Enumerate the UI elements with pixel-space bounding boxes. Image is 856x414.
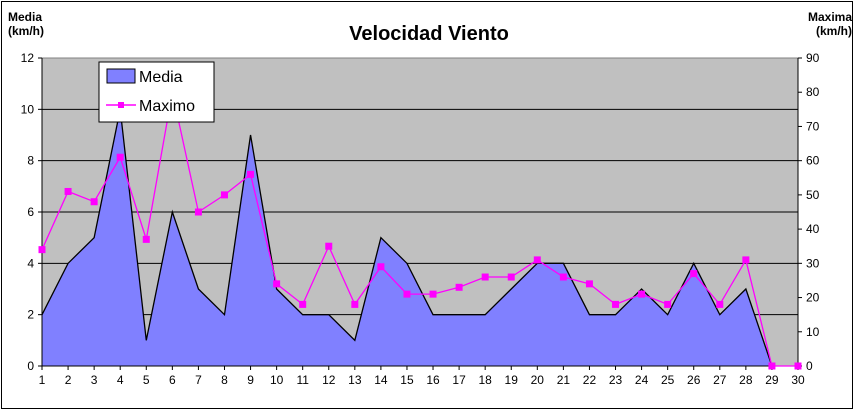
right-tick-label: 70 (806, 119, 820, 133)
left-tick-label: 0 (27, 359, 34, 373)
x-tick-label: 2 (65, 373, 72, 387)
maximo-point (194, 208, 202, 216)
legend: Media Maximo (98, 61, 215, 123)
legend-label-media: Media (139, 69, 183, 86)
right-tick-label: 20 (806, 291, 820, 305)
x-tick-label: 20 (531, 373, 545, 387)
x-tick-label: 27 (713, 373, 727, 387)
x-tick-label: 24 (635, 373, 649, 387)
chart-title: Velocidad Viento (349, 23, 509, 45)
left-tick-label: 2 (27, 308, 34, 322)
left-axis-label-line1: Media (8, 10, 42, 24)
x-tick-label: 8 (221, 373, 228, 387)
right-tick-label: 0 (806, 359, 813, 373)
maximo-point (455, 283, 463, 291)
right-axis-label-line2: (km/h) (816, 24, 852, 38)
x-tick-label: 7 (195, 373, 202, 387)
maximo-point (325, 242, 333, 250)
x-tick-label: 15 (400, 373, 414, 387)
x-tick-label: 28 (739, 373, 753, 387)
x-tick-label: 30 (791, 373, 805, 387)
x-tick-label: 21 (557, 373, 571, 387)
x-tick-label: 9 (247, 373, 254, 387)
maximo-point (38, 246, 46, 254)
maximo-point (507, 273, 515, 281)
maximo-point (794, 362, 802, 370)
left-tick-label: 4 (27, 256, 34, 270)
maximo-point (638, 290, 646, 298)
maximo-point (403, 290, 411, 298)
x-tick-label: 26 (687, 373, 701, 387)
left-tick-label: 12 (21, 51, 35, 65)
x-tick-label: 4 (117, 373, 124, 387)
x-tick-label: 18 (478, 373, 492, 387)
right-axis-label-line1: Maxima (808, 10, 852, 24)
x-tick-label: 10 (270, 373, 284, 387)
right-tick-label: 60 (806, 154, 820, 168)
x-tick-label: 25 (661, 373, 675, 387)
right-tick-label: 80 (806, 85, 820, 99)
x-tick-label: 13 (348, 373, 362, 387)
maximo-point (64, 187, 72, 195)
left-tick-label: 10 (21, 102, 35, 116)
x-tick-label: 23 (609, 373, 623, 387)
x-tick-label: 12 (322, 373, 336, 387)
x-tick-label: 17 (452, 373, 466, 387)
x-tick-label: 3 (91, 373, 98, 387)
x-tick-label: 29 (765, 373, 779, 387)
x-tick-label: 16 (426, 373, 440, 387)
right-tick-label: 50 (806, 188, 820, 202)
maximo-point (429, 290, 437, 298)
maximo-point (220, 191, 228, 199)
maximo-point (481, 273, 489, 281)
maximo-point (116, 153, 124, 161)
legend-area-swatch (106, 68, 136, 84)
left-tick-label: 6 (27, 205, 34, 219)
maximo-point (742, 256, 750, 264)
right-tick-label: 90 (806, 51, 820, 65)
right-tick-label: 40 (806, 222, 820, 236)
x-tick-label: 1 (39, 373, 46, 387)
x-tick-label: 6 (169, 373, 176, 387)
x-tick-label: 22 (583, 373, 597, 387)
maximo-point (664, 300, 672, 308)
maximo-point (768, 362, 776, 370)
x-tick-label: 5 (143, 373, 150, 387)
left-axis-label-line2: (km/h) (8, 24, 44, 38)
right-tick-label: 30 (806, 256, 820, 270)
maximo-point (716, 300, 724, 308)
right-tick-label: 10 (806, 325, 820, 339)
maximo-point (273, 280, 281, 288)
legend-marker-swatch (118, 102, 124, 108)
maximo-point (351, 300, 359, 308)
maximo-point (533, 256, 541, 264)
maximo-point (612, 300, 620, 308)
x-tick-label: 11 (296, 373, 309, 387)
maximo-point (585, 280, 593, 288)
legend-label-maximo: Maximo (139, 98, 195, 115)
maximo-point (247, 170, 255, 178)
maximo-point (142, 235, 150, 243)
x-tick-label: 19 (505, 373, 519, 387)
maximo-point (559, 273, 567, 281)
left-tick-label: 8 (27, 154, 34, 168)
maximo-point (377, 263, 385, 271)
maximo-point (690, 270, 698, 278)
x-tick-label: 14 (374, 373, 388, 387)
maximo-point (90, 198, 98, 206)
maximo-point (299, 300, 307, 308)
